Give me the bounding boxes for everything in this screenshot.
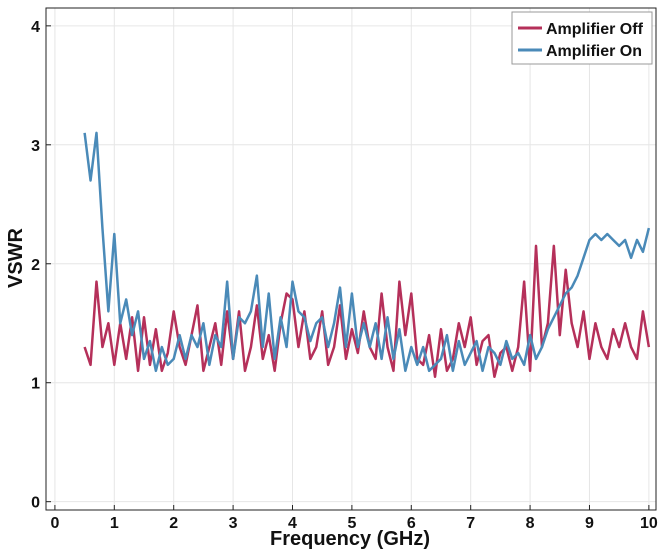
x-tick-label: 10	[640, 515, 658, 532]
y-tick-label: 2	[31, 257, 40, 274]
x-tick-label: 6	[407, 515, 416, 532]
x-tick-label: 2	[169, 515, 178, 532]
x-tick-label: 9	[585, 515, 594, 532]
series-line	[83, 244, 651, 379]
x-tick-label: 4	[288, 515, 297, 532]
series-line	[83, 131, 651, 373]
y-tick-label: 4	[31, 19, 40, 36]
x-tick-label: 5	[347, 515, 356, 532]
legend-label: Amplifier Off	[546, 21, 644, 38]
x-tick-label: 7	[466, 515, 475, 532]
y-tick-label: 0	[31, 495, 40, 512]
x-tick-label: 8	[526, 515, 535, 532]
x-axis-label: Frequency (GHz)	[270, 528, 430, 550]
y-tick-label: 3	[31, 138, 40, 155]
x-tick-label: 1	[110, 515, 119, 532]
x-tick-label: 0	[50, 515, 59, 532]
y-axis-label: VSWR	[5, 227, 27, 288]
legend-label: Amplifier On	[546, 43, 642, 60]
plot-frame	[45, 7, 657, 511]
legend-box	[511, 11, 653, 65]
x-tick-label: 3	[229, 515, 238, 532]
y-tick-label: 1	[31, 376, 40, 393]
